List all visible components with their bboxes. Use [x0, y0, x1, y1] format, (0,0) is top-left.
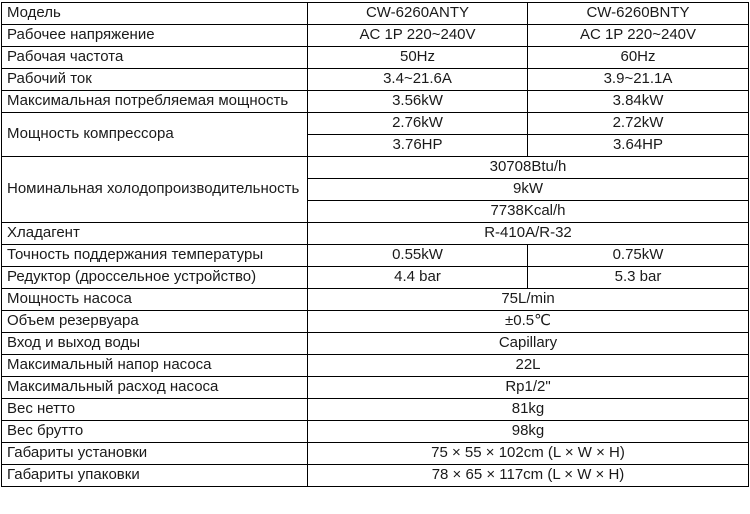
table-row: Редуктор (дроссельное устройство) 4.4 ba… [1, 266, 749, 289]
table-row: Модель CW-6260ANTY CW-6260BNTY [1, 2, 749, 25]
table-row: Вход и выход воды Capillary [1, 332, 749, 355]
spec-value: 22L [307, 354, 749, 377]
row-label: Максимальный напор насоса [1, 354, 308, 377]
table-row: Хладагент R-410A/R-32 [1, 222, 749, 245]
table-row: Максимальный напор насоса 22L [1, 354, 749, 377]
spec-value: 3.56kW [307, 90, 528, 113]
table-row: Рабочее напряжение AC 1P 220~240V AC 1P … [1, 24, 749, 47]
spec-value: 78 × 65 × 117cm (L × W × H) [307, 464, 749, 487]
row-label: Объем резервуара [1, 310, 308, 333]
spec-value: CW-6260ANTY [307, 2, 528, 25]
row-label: Вес брутто [1, 420, 308, 443]
row-label: Мощность насоса [1, 288, 308, 311]
spec-value: Rp1/2" [307, 376, 749, 399]
table-row: Максимальная потребляемая мощность 3.56k… [1, 90, 749, 113]
spec-value: 81kg [307, 398, 749, 421]
spec-value: Capillary [307, 332, 749, 355]
spec-value: 0.55kW [307, 244, 528, 267]
spec-value: AC 1P 220~240V [527, 24, 749, 47]
spec-value: 3.9~21.1A [527, 68, 749, 91]
spec-value: 3.76HP [307, 134, 528, 157]
table-row: Максимальный расход насоса Rp1/2" [1, 376, 749, 399]
spec-value: 50Hz [307, 46, 528, 69]
spec-value: 75 × 55 × 102cm (L × W × H) [307, 442, 749, 465]
row-label: Номинальная холодопроизводительность [1, 156, 308, 223]
row-label: Максимальная потребляемая мощность [1, 90, 308, 113]
row-label: Габариты упаковки [1, 464, 308, 487]
table-row: Точность поддержания температуры 0.55kW … [1, 244, 749, 267]
row-label: Точность поддержания температуры [1, 244, 308, 267]
spec-value: 0.75kW [527, 244, 749, 267]
spec-table: Модель CW-6260ANTY CW-6260BNTY Рабочее н… [1, 2, 749, 487]
spec-value: 2.76kW [307, 112, 528, 135]
row-label: Вес нетто [1, 398, 308, 421]
table-row: Рабочий ток 3.4~21.6A 3.9~21.1A [1, 68, 749, 91]
spec-value: R-410A/R-32 [307, 222, 749, 245]
row-label: Рабочий ток [1, 68, 308, 91]
table-row: Рабочая частота 50Hz 60Hz [1, 46, 749, 69]
row-label: Хладагент [1, 222, 308, 245]
spec-value: 3.4~21.6A [307, 68, 528, 91]
row-label: Максимальный расход насоса [1, 376, 308, 399]
spec-value: 9kW [307, 178, 749, 201]
spec-value: 60Hz [527, 46, 749, 69]
row-label: Редуктор (дроссельное устройство) [1, 266, 308, 289]
row-label: Габариты установки [1, 442, 308, 465]
spec-value: 5.3 bar [527, 266, 749, 289]
row-label: Модель [1, 2, 308, 25]
table-row: Вес нетто 81kg [1, 398, 749, 421]
spec-value: 4.4 bar [307, 266, 528, 289]
row-label: Мощность компрессора [1, 112, 308, 157]
table-row: Мощность насоса 75L/min [1, 288, 749, 311]
table-row: Номинальная холодопроизводительность 307… [1, 156, 749, 223]
spec-value: 2.72kW [527, 112, 749, 135]
table-row: Габариты упаковки 78 × 65 × 117cm (L × W… [1, 464, 749, 487]
table-row: Мощность компрессора 2.76kW 2.72kW [1, 112, 749, 157]
spec-value: 3.64HP [527, 134, 749, 157]
spec-value: 98kg [307, 420, 749, 443]
table-row: Вес брутто 98kg [1, 420, 749, 443]
row-label: Рабочее напряжение [1, 24, 308, 47]
spec-value: CW-6260BNTY [527, 2, 749, 25]
table-row: Габариты установки 75 × 55 × 102cm (L × … [1, 442, 749, 465]
row-label: Рабочая частота [1, 46, 308, 69]
spec-value: 3.84kW [527, 90, 749, 113]
row-label: Вход и выход воды [1, 332, 308, 355]
spec-value: AC 1P 220~240V [307, 24, 528, 47]
spec-table-container: Модель CW-6260ANTY CW-6260BNTY Рабочее н… [1, 2, 749, 487]
table-row: Объем резервуара ±0.5℃ [1, 310, 749, 333]
spec-value: 75L/min [307, 288, 749, 311]
spec-value: ±0.5℃ [307, 310, 749, 333]
spec-value: 7738Kcal/h [307, 200, 749, 223]
spec-value: 30708Btu/h [307, 156, 749, 179]
